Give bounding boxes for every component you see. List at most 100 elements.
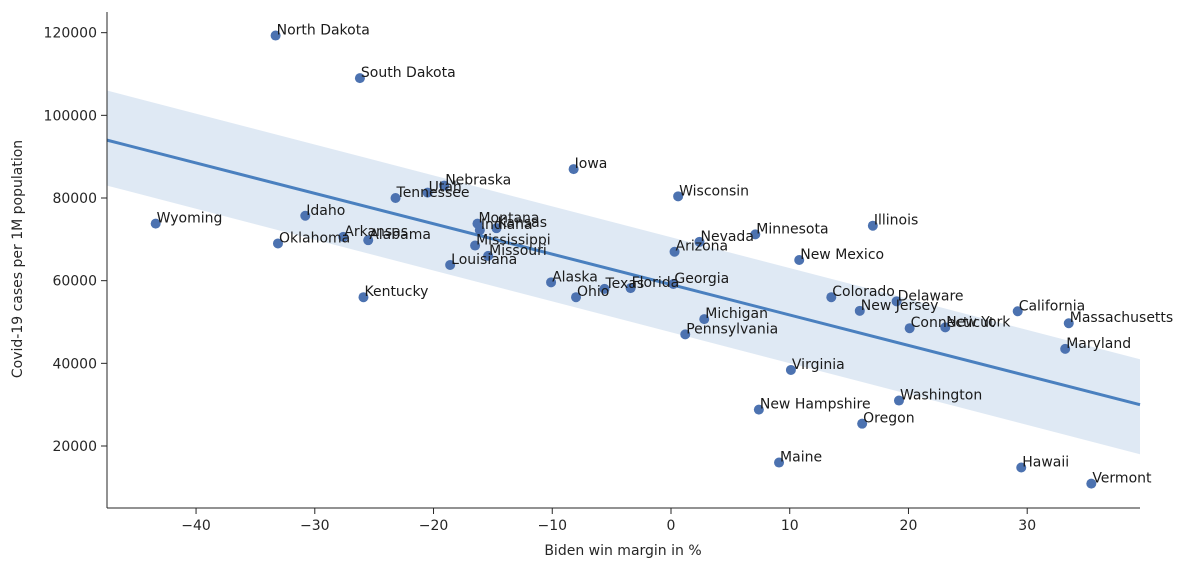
y-tick-label: 100000 (44, 108, 97, 124)
regression-line (106, 138, 1141, 407)
regression-line-layer (106, 138, 1141, 407)
x-tick-label: 10 (781, 518, 799, 534)
point-marker (867, 220, 878, 231)
x-axis-label: Biden win margin in % (544, 543, 701, 559)
point-marker (363, 235, 374, 246)
point-label: New Jersey (861, 298, 939, 314)
point-label: Wyoming (157, 211, 223, 227)
point-label: Illinois (874, 213, 918, 229)
point-marker (445, 259, 456, 270)
point-marker (940, 322, 951, 333)
y-axis-label: Covid-19 cases per 1M population (10, 140, 26, 378)
axes-layer: −40 −30 −20 −10 0 10 20 30 20000 40000 60000 80000 1… (44, 12, 1140, 534)
point-label: Ohio (577, 284, 609, 300)
point-label: Georgia (674, 271, 729, 287)
y-tick-label: 20000 (52, 439, 97, 455)
point-marker (625, 283, 636, 294)
point-label: Montana (478, 211, 539, 227)
point-marker (483, 250, 494, 261)
point-label: Wisconsin (679, 183, 749, 199)
point-marker (680, 329, 691, 340)
point-marker (571, 292, 582, 303)
point-label: Massachusetts (1070, 310, 1173, 326)
point-marker (668, 278, 679, 289)
point-marker (904, 323, 915, 334)
point-label: New Hampshire (760, 397, 871, 413)
x-tick-label: 0 (667, 518, 676, 534)
point-label: Idaho (306, 203, 345, 219)
point-label: Colorado (832, 284, 895, 300)
point-label: Connecticut (911, 315, 995, 331)
point-label: Texas (605, 276, 645, 292)
point-label: Washington (900, 388, 982, 404)
point-marker (272, 238, 283, 249)
point-marker (1016, 462, 1027, 473)
point-label: Louisiana (451, 252, 517, 268)
point-marker (150, 218, 161, 229)
point-marker (750, 229, 761, 240)
point-label: Michigan (705, 306, 768, 322)
point-label: Indiana (481, 217, 533, 233)
point-label: Vermont (1092, 471, 1152, 487)
point-marker (599, 283, 610, 294)
x-tick-label: 20 (900, 518, 918, 534)
point-label: Hawaii (1022, 454, 1069, 470)
point-label: Alaska (552, 269, 598, 285)
point-label: Nebraska (445, 173, 511, 189)
point-label: Florida (632, 275, 680, 291)
point-label: Nevada (700, 229, 753, 245)
point-label: Arizona (676, 239, 729, 255)
y-tick-label: 40000 (52, 356, 97, 372)
point-label: Missouri (489, 243, 547, 259)
point-label: Minnesota (756, 221, 828, 237)
point-label: Virginia (792, 357, 845, 373)
point-marker (470, 240, 481, 251)
point-marker (699, 314, 710, 325)
point-marker (1012, 306, 1023, 317)
point-marker (474, 225, 485, 236)
point-marker (669, 246, 680, 257)
point-marker (774, 457, 785, 468)
point-marker (439, 180, 450, 191)
point-marker (673, 191, 684, 202)
point-label: Pennsylvania (686, 321, 778, 337)
point-marker (491, 223, 502, 234)
point-label: New York (946, 314, 1011, 330)
point-label: Utah (429, 180, 462, 196)
point-label: Iowa (575, 156, 608, 172)
point-marker (857, 418, 868, 429)
point-marker (358, 292, 369, 303)
point-label: South Dakota (361, 65, 456, 81)
point-label: Oregon (863, 411, 914, 427)
point-marker (891, 296, 902, 307)
point-marker (785, 364, 796, 375)
point-label: Delaware (898, 288, 964, 304)
point-marker (568, 164, 579, 175)
point-marker (1086, 478, 1097, 489)
point-labels-layer: North Dakota South Dakota Iowa NebraskaUtah… (157, 23, 1174, 487)
x-tick-label: −20 (419, 518, 449, 534)
point-marker (1060, 343, 1071, 354)
point-marker (354, 73, 365, 84)
point-marker (270, 30, 281, 41)
point-label: Oklahoma (279, 230, 350, 246)
point-marker (422, 187, 433, 198)
y-tick-label: 80000 (52, 191, 97, 207)
point-label: Maine (780, 450, 822, 466)
y-tick-label: 120000 (44, 26, 97, 42)
point-marker (1063, 318, 1074, 329)
point-marker (338, 231, 349, 242)
point-marker (893, 395, 904, 406)
x-tick-label: −30 (300, 518, 330, 534)
point-marker (794, 255, 805, 265)
point-label: California (1019, 298, 1085, 314)
point-label: Kansas (497, 215, 547, 231)
point-marker (854, 305, 865, 316)
y-tick-label: 60000 (52, 274, 97, 290)
point-marker (826, 292, 837, 303)
point-label: Kentucky (364, 284, 428, 300)
point-label: Mississippi (476, 233, 551, 249)
point-marker (300, 210, 311, 221)
points-layer (150, 30, 1097, 489)
